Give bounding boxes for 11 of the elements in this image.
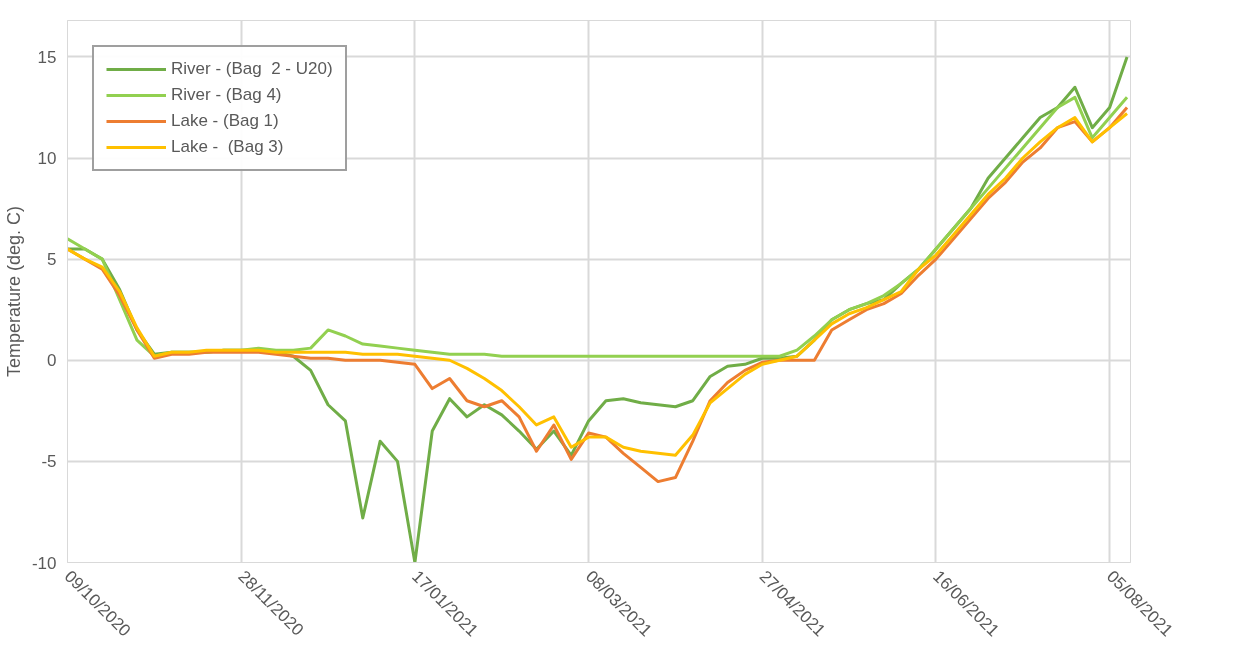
y-tick-label: 10 [37,149,57,169]
legend-label: Lake - (Bag 1) [171,111,279,131]
y-tick-label: -10 [31,553,57,573]
y-tick-label: -5 [41,452,57,472]
legend-label: River - (Bag 4) [171,85,282,105]
legend-label: Lake - (Bag 3) [171,137,284,157]
y-axis-title: Temperature (deg. C) [3,205,24,378]
legend-label: River - (Bag 2 - U20) [171,59,333,79]
y-tick-label: 15 [37,47,57,67]
y-tick-label: 5 [47,250,57,270]
y-tick-label: 0 [47,351,57,371]
